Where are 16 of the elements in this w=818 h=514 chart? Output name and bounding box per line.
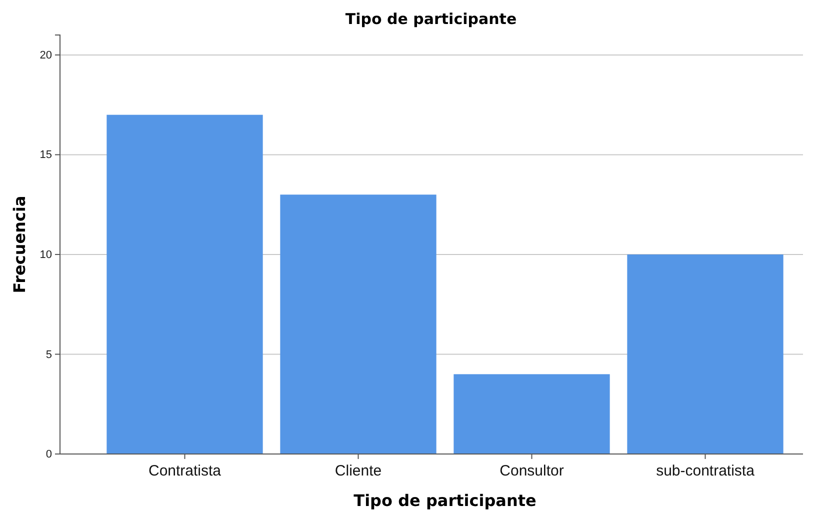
bar xyxy=(280,194,436,454)
y-axis-title: Frecuencia xyxy=(10,196,29,294)
bar xyxy=(106,114,263,454)
y-tick-label: 15 xyxy=(40,149,52,162)
x-tick-label: Cliente xyxy=(334,462,382,480)
y-tick-label: 20 xyxy=(40,49,52,62)
bar xyxy=(454,374,610,454)
x-axis-title: Tipo de participante xyxy=(354,491,536,510)
bar xyxy=(627,254,784,454)
y-tick-label: 0 xyxy=(46,448,52,461)
x-tick-label: sub-contratista xyxy=(656,462,756,480)
y-tick-label: 5 xyxy=(46,348,52,361)
chart-title: Tipo de participante xyxy=(345,10,517,28)
x-tick-label: Contratista xyxy=(148,462,222,480)
y-tick-label: 10 xyxy=(40,248,52,261)
x-tick-label: Consultor xyxy=(500,462,564,480)
